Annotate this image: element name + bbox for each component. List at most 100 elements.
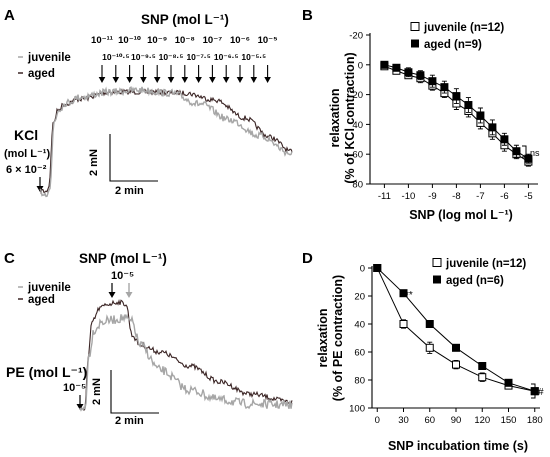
trace-c [79,298,293,412]
series-d [373,264,539,396]
x-tick-label: -6 [500,191,508,202]
series-juvenile [380,62,533,167]
x-tick-label: -9 [428,191,436,202]
y-tick-label: 80 [354,376,365,387]
series-b [380,60,533,167]
y-tick-label: 0 [358,60,363,71]
legend-aged-label-d: aged (n=6) [446,275,504,287]
data-point [428,77,437,86]
x-tick-label: 180 [527,415,543,426]
data-point [399,289,408,298]
data-point [452,343,460,352]
data-point [425,343,434,352]
snp-arrow-juvenile-c [125,283,133,298]
trace-a-juvenile [39,86,293,198]
legend-a: juvenile aged [18,52,71,80]
axes-b: -20 0 20 40 60 80 -11 -10 -9 -8 -7 -6 -5 [349,31,538,202]
x-axis-label-d: SNP incubation time (s) [388,439,528,453]
snp-addition-arrow [222,65,230,83]
data-point [488,123,497,132]
panel-c: C SNP (mol L⁻¹) 10⁻⁵ juvenile aged PE (m… [4,250,293,427]
snp-addition-arrow [195,65,202,83]
pe-arrow [76,395,84,410]
kcl-label: KCl [14,127,38,143]
y-tick-label: 100 [349,404,365,415]
data-point [476,111,485,120]
y-tick-label: -20 [349,31,363,42]
legend-c: juvenile aged [18,282,71,306]
y-tick-label: 40 [354,320,365,331]
data-point [373,264,382,272]
panel-letter-d: D [302,250,313,267]
snp-concentration-label: 10⁻¹⁰ [118,35,141,46]
scale-x-label-a: 2 min [115,185,144,197]
legend-d: juvenile (n=12) aged (n=6) [432,258,526,287]
snp-addition-arrow [181,65,189,83]
snp-concentration-c: 10⁻⁵ [111,270,134,282]
legend-aged-marker-d [433,275,441,284]
trace-a [39,86,293,198]
y-tick-label: 20 [352,90,363,101]
snp-concentration-label: 10⁻¹⁰·⁵ [102,52,129,62]
snp-concentration-label: 10⁻¹¹ [91,35,113,46]
snp-concentration-label: 10⁻⁵·⁵ [241,52,266,62]
snp-concentration-label: 10⁻⁵ [258,35,278,46]
legend-juvenile-marker-b [410,22,420,31]
snp-concentration-label: 10⁻⁶ [230,35,250,46]
data-point [440,83,449,92]
x-tick-label: 60 [424,415,435,426]
data-point [452,360,460,369]
hash-annotation: # [538,387,544,398]
x-tick-label: 90 [451,415,462,426]
x-tick-label: -8 [452,191,460,202]
data-point [478,362,487,370]
x-tick-label: -7 [476,191,484,202]
snp-addition-arrow [112,65,120,83]
kcl-concentration: 6 × 10⁻² [6,164,47,176]
ns-bracket: ns [522,145,540,158]
data-point [500,135,509,144]
y-tick-label: 80 [352,180,363,191]
data-point [504,378,513,387]
axes-d: 0 20 40 60 80 100 0 30 60 90 120 150 180 [349,264,543,427]
legend-aged-label-a: aged [28,68,55,80]
y-tick-label: 60 [354,348,365,359]
data-point [404,68,413,77]
legend-juvenile-marker-d [432,258,442,267]
data-point [380,60,389,69]
series-aged [373,264,539,396]
scale-y-label-c: 2 mN [91,378,103,405]
data-point [464,101,473,110]
y-tick-label: 60 [352,150,363,161]
legend-aged-label-c: aged [28,294,55,306]
panel-a: A SNP (mol L⁻¹) 10⁻¹¹ 10⁻¹⁰ 10⁻⁹ 10⁻⁸ 10⁻⁷ 10… [4,7,293,198]
panel-d-chart: D relaxation (% of PE contraction) 0 20 40… [302,250,544,453]
data-point [524,154,533,163]
y-axis-label-b-line2: (% of KCl contraction) [343,52,357,183]
x-tick-label: -10 [402,191,416,202]
snp-concentration-label: 10⁻⁸·⁵ [159,52,184,62]
data-point [512,147,521,156]
snp-addition-arrow [98,65,106,83]
snp-concentration-label: 10⁻⁷·⁵ [186,52,210,62]
snp-concentrations-row1: 10⁻¹¹ 10⁻¹⁰ 10⁻⁹ 10⁻⁸ 10⁻⁷ 10⁻⁶ 10⁻⁵ [91,35,278,46]
snp-arrow-aged-c [108,283,116,298]
data-point [478,373,487,382]
panel-b-chart: B relaxation (% of KCl contraction) -20 0… [302,7,540,222]
snp-concentration-label: 10⁻⁹ [147,35,167,46]
panel-letter-c: C [4,250,15,267]
snp-concentration-label: 10⁻⁶·⁵ [214,52,239,62]
snp-addition-arrow [126,65,133,83]
x-tick-label: 150 [501,415,517,426]
x-axis-label-b: SNP (log mol L⁻¹) [409,208,513,222]
trace-c-juvenile [79,313,293,412]
trace-a-aged [39,87,293,195]
snp-concentration-label: 10⁻⁸ [175,35,195,46]
x-tick-label: -5 [524,191,532,202]
x-tick-label: 120 [474,415,490,426]
series-aged [380,60,533,164]
y-tick-label: 20 [354,292,365,303]
y-tick-label: 40 [352,120,363,131]
panel-letter-b: B [302,7,313,24]
